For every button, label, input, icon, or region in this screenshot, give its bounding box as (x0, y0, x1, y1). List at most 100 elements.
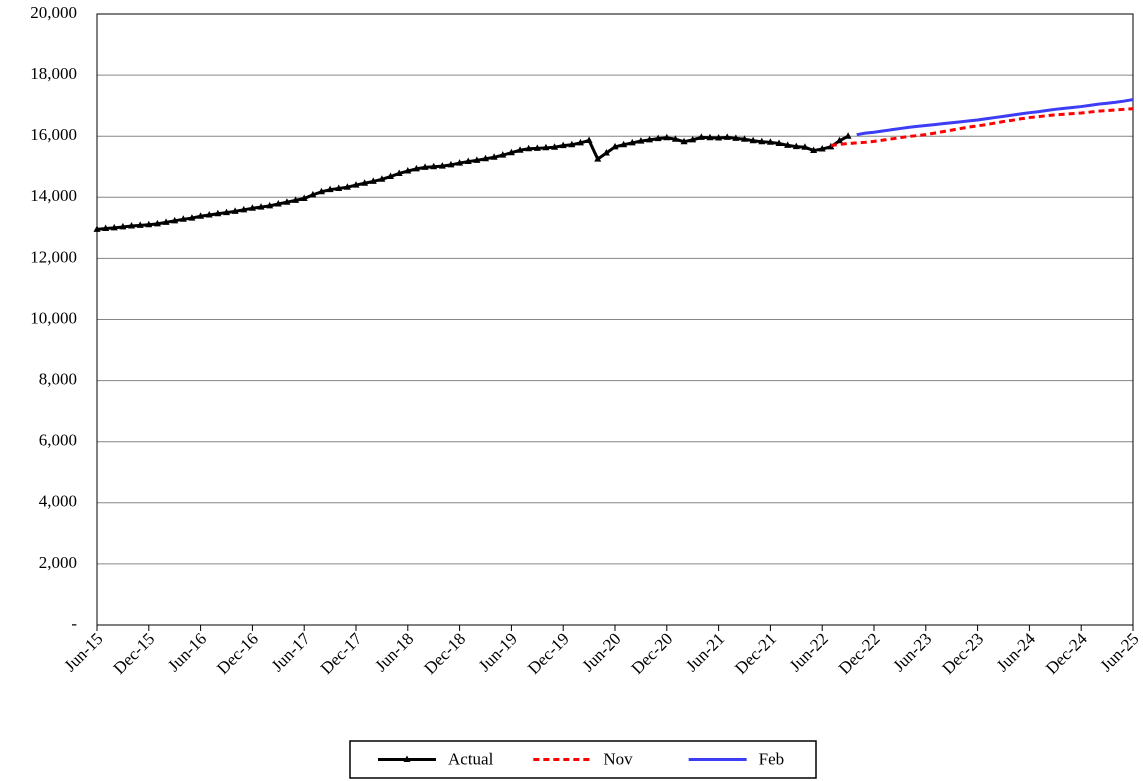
point-marker (818, 145, 826, 152)
point-marker (128, 222, 136, 229)
point-marker (637, 137, 645, 144)
point-marker (749, 136, 757, 144)
point-marker (119, 222, 127, 230)
point-marker (248, 204, 256, 211)
point-marker (231, 207, 239, 214)
point-marker (827, 142, 835, 150)
point-marker (611, 142, 619, 150)
point-marker (188, 214, 196, 221)
point-marker (412, 164, 420, 172)
point-marker (447, 160, 455, 168)
legend-marker (403, 755, 411, 762)
y-tick-label: 12,000 (30, 247, 77, 266)
x-tick-label: Jun-19 (475, 629, 521, 675)
point-marker (136, 221, 144, 228)
point-marker (559, 141, 567, 149)
point-marker (766, 138, 774, 145)
series-line (856, 98, 1134, 137)
x-tick-label: Dec-24 (1042, 629, 1091, 678)
point-marker (283, 198, 291, 205)
point-marker (732, 134, 740, 141)
point-marker (378, 175, 386, 182)
point-marker (568, 140, 576, 148)
point-marker (689, 135, 697, 143)
point-marker (395, 169, 403, 176)
x-tick-label: Dec-21 (731, 629, 780, 678)
y-tick-label: 16,000 (30, 125, 77, 144)
x-tick-label: Jun-17 (268, 629, 315, 676)
point-marker (292, 196, 300, 203)
point-marker (214, 209, 222, 217)
point-marker (646, 135, 654, 143)
point-marker (482, 154, 489, 162)
point-marker (387, 172, 395, 180)
point-marker (456, 159, 464, 166)
x-tick-label: Jun-15 (60, 629, 106, 675)
x-tick-label: Dec-19 (524, 629, 573, 678)
x-tick-label: Dec-22 (835, 629, 884, 678)
y-tick-label: - (71, 614, 77, 633)
point-marker (499, 151, 507, 158)
point-marker (317, 187, 325, 195)
point-marker (533, 144, 541, 151)
point-marker (628, 138, 636, 146)
x-tick-label: Jun-18 (371, 629, 417, 675)
point-marker (223, 208, 230, 216)
point-marker (343, 183, 351, 190)
point-marker (810, 146, 818, 154)
point-marker (102, 224, 110, 231)
x-tick-label: Dec-15 (110, 629, 159, 678)
point-marker (594, 155, 602, 162)
point-marker (671, 135, 679, 142)
point-marker (240, 205, 248, 213)
series-line (830, 107, 1134, 147)
point-marker (404, 167, 412, 174)
point-marker (706, 133, 714, 141)
y-tick-label: 8,000 (39, 370, 77, 389)
x-tick-label: Jun-21 (682, 629, 728, 675)
x-tick-label: Jun-20 (578, 629, 624, 675)
point-marker (430, 162, 438, 170)
point-marker (784, 141, 792, 148)
x-tick-label: Dec-23 (938, 629, 987, 678)
x-tick-label: Jun-25 (1096, 629, 1142, 675)
x-tick-label: Dec-17 (317, 629, 366, 678)
y-tick-label: 6,000 (39, 431, 77, 450)
point-marker (421, 163, 429, 170)
y-tick-label: 10,000 (30, 308, 77, 327)
x-tick-label: Jun-24 (993, 629, 1040, 676)
point-marker (525, 144, 533, 152)
point-marker (741, 135, 748, 142)
point-marker (274, 200, 282, 207)
point-marker (335, 184, 343, 191)
point-marker (369, 177, 377, 184)
y-tick-label: 4,000 (39, 492, 77, 511)
x-tick-label: Jun-22 (786, 629, 832, 675)
point-marker (576, 138, 584, 146)
series-line (96, 134, 849, 231)
point-marker (775, 139, 783, 147)
point-marker (620, 140, 628, 148)
point-marker (844, 132, 852, 139)
point-marker (602, 149, 610, 156)
point-marker (162, 218, 170, 225)
point-marker (257, 203, 265, 210)
x-tick-label: Dec-20 (628, 629, 677, 678)
point-marker (145, 220, 153, 228)
point-marker (680, 137, 688, 145)
point-marker (507, 148, 515, 156)
point-marker (792, 142, 800, 150)
legend: Actual Nov Feb (349, 740, 817, 779)
y-tick-label: 18,000 (30, 64, 77, 83)
point-marker (352, 181, 360, 188)
point-marker (801, 143, 809, 150)
point-marker (835, 136, 843, 144)
x-tick-label: Jun-23 (889, 629, 935, 675)
point-marker (516, 146, 524, 153)
point-marker (654, 134, 662, 142)
point-marker (197, 212, 205, 219)
legend-label: Nov (603, 749, 633, 768)
point-marker (326, 185, 334, 193)
point-marker (473, 156, 481, 163)
